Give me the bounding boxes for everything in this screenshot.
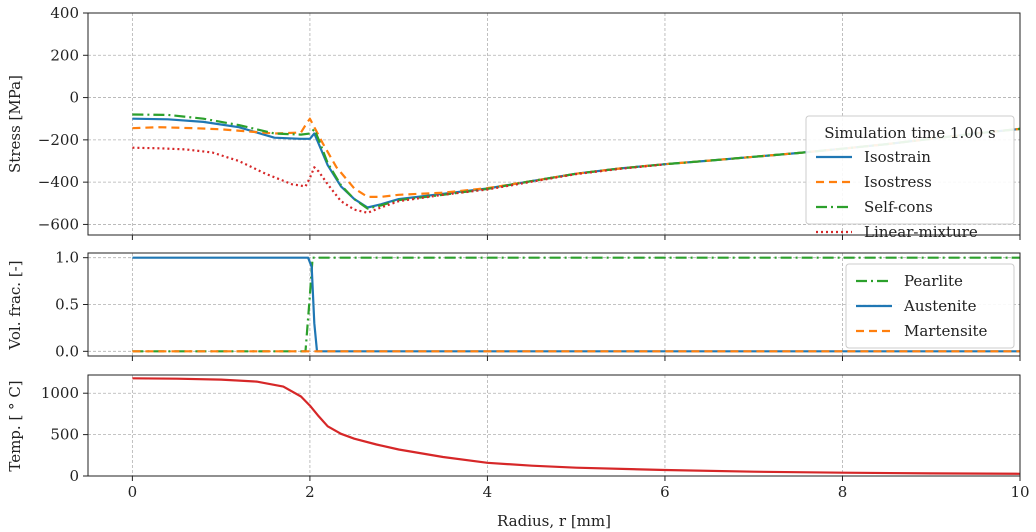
y-tick-label: 1.0 [55,249,79,267]
y-tick-label: −400 [38,173,79,191]
y-axis-label: Temp. [ ° C] [6,380,24,471]
temperature-panel: 1000 500 0 0 2 4 6 8 10 Temp. [ ° C] [6,374,1030,501]
stress-panel: 400 200 0 −200 −400 −600 Stress [MPa] Simulatio… [6,4,1021,241]
x-tick-label: 0 [128,483,138,501]
series-line-isostress [132,117,1020,198]
series-group [132,377,1020,475]
x-tick-label: 6 [660,483,670,501]
volume-fraction-panel: 1.0 0.5 0.0 Vol. frac. [-] Pearlite Austenite… [6,249,1021,361]
legend: Simulation time 1.00 s Isostrain Isostress… [805,115,1015,241]
y-tick-label: −200 [38,131,79,149]
y-tick-label: 200 [50,46,79,64]
legend-entry: Isostress [864,173,932,191]
y-tick-label: 0 [69,467,79,485]
grid [88,375,1021,477]
plot-frame [87,12,1021,236]
temperature-line [132,377,1020,475]
plot-frame [87,374,1021,477]
legend-box [845,263,1015,349]
legend-title: Simulation time 1.00 s [824,124,996,142]
x-tick-label: 2 [305,483,315,501]
legend-entry: Linear-mixture [864,223,978,241]
x-tick-label: 8 [838,483,848,501]
x-tick-label: 10 [1010,483,1029,501]
y-tick-label: 0.5 [55,296,79,314]
y-tick-label: −600 [38,215,79,233]
y-axis-label: Vol. frac. [-] [6,260,24,350]
y-tick-label: 0.0 [55,342,79,360]
y-tick-label: 1000 [41,384,79,402]
y-tick-label: 400 [50,4,79,22]
legend-entry: Self-cons [864,198,933,216]
legend-entry: Austenite [903,297,977,315]
legend: Pearlite Austenite Martensite [845,263,1015,349]
y-axis-label: Stress [MPa] [6,75,24,173]
x-axis-label: Radius, r [mm] [497,512,611,530]
legend-entry: Martensite [904,322,988,340]
y-tick-label: 0 [69,89,79,107]
series-line-pearlite [132,256,1020,353]
legend-box [805,115,1015,225]
series-group [132,256,1020,353]
x-tick-label: 4 [483,483,493,501]
series-line-linear-mixture [132,146,666,214]
y-tick-label: 500 [50,426,79,444]
legend-entry: Pearlite [904,272,963,290]
legend-entry: Isostrain [864,148,931,166]
